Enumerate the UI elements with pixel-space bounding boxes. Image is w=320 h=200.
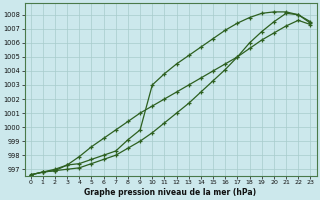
X-axis label: Graphe pression niveau de la mer (hPa): Graphe pression niveau de la mer (hPa)	[84, 188, 257, 197]
